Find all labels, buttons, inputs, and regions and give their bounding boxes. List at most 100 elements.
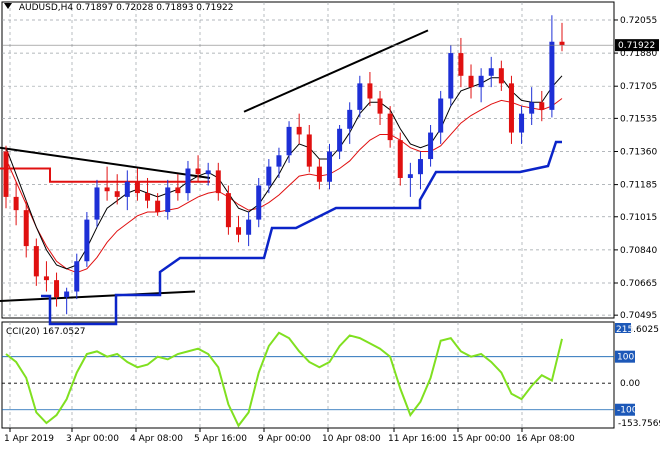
candle-body xyxy=(23,210,29,247)
symbol-label: AUDUSD,H4 xyxy=(18,3,74,13)
candle-body xyxy=(94,187,100,220)
candle-body xyxy=(397,140,403,178)
ema-fast-line xyxy=(5,75,563,270)
candle-body xyxy=(498,68,504,84)
time-tick-label: 9 Apr 00:00 xyxy=(258,434,311,444)
candle-body xyxy=(276,155,282,167)
trendline xyxy=(0,167,210,183)
price-tick-label: 0.70495 xyxy=(620,311,657,321)
time-tick-label: 3 Apr 00:00 xyxy=(66,434,119,444)
candle-body xyxy=(205,170,211,175)
candle-body xyxy=(387,113,393,141)
time-tick-label: 10 Apr 08:00 xyxy=(322,434,381,444)
candle-body xyxy=(549,41,555,110)
candle-body xyxy=(3,151,9,197)
candle-body xyxy=(296,126,302,135)
cci-level-label: 100 xyxy=(617,353,634,363)
candle-body xyxy=(175,187,181,194)
price-tick-label: 0.72055 xyxy=(620,16,657,26)
candle-body xyxy=(488,68,494,76)
candle-body xyxy=(215,170,221,194)
candle-body xyxy=(256,185,262,220)
time-tick-label: 5 Apr 16:00 xyxy=(194,434,247,444)
candle-body xyxy=(458,53,464,76)
candle-body xyxy=(519,113,525,133)
candle-body xyxy=(124,181,130,197)
candle-body xyxy=(337,128,343,152)
candle-body xyxy=(54,280,60,298)
time-tick-label: 4 Apr 08:00 xyxy=(130,434,183,444)
ohlc-low: 0.71893 xyxy=(156,3,194,13)
candle-body xyxy=(316,166,322,182)
trendline xyxy=(0,146,211,179)
cci-bottom-label: -153.7569 xyxy=(618,419,660,429)
candle-body xyxy=(508,83,514,133)
candle-body xyxy=(367,83,373,99)
indicator-pane-frame xyxy=(1,321,615,429)
candle-body xyxy=(165,187,171,213)
candle-body xyxy=(559,41,565,46)
candle-body xyxy=(114,191,120,197)
cci-value-tag xyxy=(615,323,631,333)
cci-level-label: -100 xyxy=(617,406,638,416)
price-tick-label: 0.71015 xyxy=(620,213,657,223)
cci-level-tag xyxy=(615,403,635,416)
price-tick-label: 0.71880 xyxy=(620,49,657,59)
candle-body xyxy=(529,102,535,114)
time-tick-label: 1 Apr 2019 xyxy=(4,434,54,444)
cci-name: CCI(20) xyxy=(6,327,40,337)
candle-body xyxy=(43,276,49,281)
price-tick-label: 0.71535 xyxy=(620,114,657,124)
candle-body xyxy=(478,75,484,88)
candle-body xyxy=(145,193,151,201)
candle-body xyxy=(236,227,242,235)
candle-body xyxy=(246,219,252,235)
candle-body xyxy=(33,246,39,277)
candle-body xyxy=(195,168,201,175)
current-price-tag xyxy=(615,39,659,52)
cci-top-label: 215.6025 xyxy=(616,325,659,335)
cci-level-tag xyxy=(615,350,635,363)
cci-line xyxy=(5,331,563,428)
trendline xyxy=(0,290,196,302)
candle-body xyxy=(104,187,110,192)
current-price-label: 0.71922 xyxy=(618,41,655,51)
dropdown-arrow-icon[interactable] xyxy=(4,3,12,9)
candle-body xyxy=(13,196,19,211)
candle-body xyxy=(468,75,474,88)
ema-slow-line xyxy=(5,98,563,274)
candle-body xyxy=(326,151,332,182)
time-tick-label: 16 Apr 08:00 xyxy=(516,434,575,444)
cci-value: 167.0527 xyxy=(42,327,86,337)
time-tick-label: 15 Apr 00:00 xyxy=(452,434,511,444)
candle-body xyxy=(438,98,444,133)
candle-body xyxy=(347,109,353,129)
candle-body xyxy=(225,193,231,228)
candle-body xyxy=(74,261,80,292)
candle-body xyxy=(377,98,383,114)
candle-body xyxy=(407,174,413,178)
candle-body xyxy=(155,200,161,213)
main-pane-frame xyxy=(1,1,615,319)
price-tick-label: 0.71705 xyxy=(620,82,657,92)
candle-body xyxy=(428,132,434,160)
cci-title: CCI(20) 167.0527 xyxy=(6,327,86,337)
ohlc-open: 0.71897 xyxy=(76,3,114,13)
candle-body xyxy=(539,102,545,110)
stop-level-line xyxy=(41,140,562,326)
candle-body xyxy=(306,134,312,167)
chart-header: AUDUSD,H4 0.71897 0.72028 0.71893 0.7192… xyxy=(4,3,234,13)
ohlc-high: 0.72028 xyxy=(116,3,154,13)
candle-body xyxy=(286,126,292,156)
candle-body xyxy=(266,166,272,186)
cci-top-label-overlay: 215 xyxy=(616,325,633,335)
candle-body xyxy=(134,181,140,194)
ohlc-close: 0.71922 xyxy=(196,3,234,13)
trendline xyxy=(243,29,429,113)
price-tick-label: 0.71360 xyxy=(620,147,657,157)
candle-body xyxy=(64,291,70,298)
candle-body xyxy=(417,159,423,175)
price-tick-label: 0.70840 xyxy=(620,246,657,256)
time-tick-label: 11 Apr 16:00 xyxy=(388,434,447,444)
